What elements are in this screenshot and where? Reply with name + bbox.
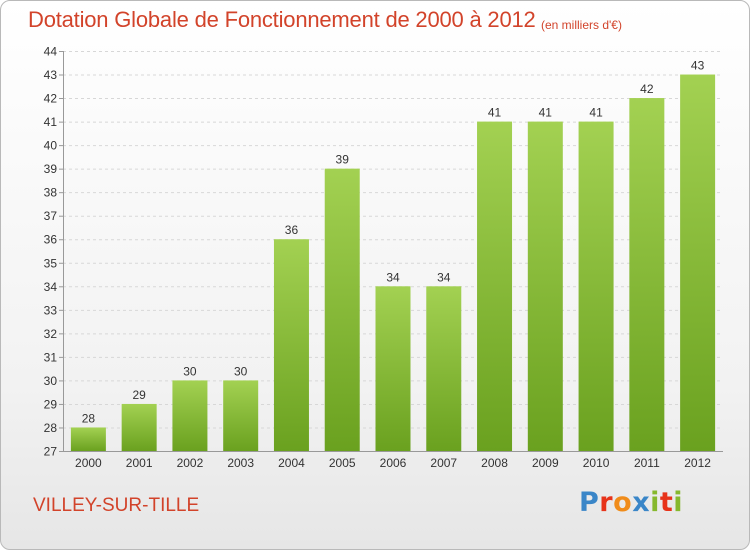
y-tick-label: 37 xyxy=(44,209,58,223)
bar-2003 xyxy=(223,380,259,451)
bar-2008 xyxy=(477,121,513,452)
y-tick-label: 27 xyxy=(44,445,58,459)
bar-value-label: 36 xyxy=(285,223,299,237)
chart-title: Dotation Globale de Fonctionnement de 20… xyxy=(28,7,536,32)
y-tick-label: 39 xyxy=(44,162,58,176)
x-tick-label: 2008 xyxy=(481,456,508,470)
y-tick-label: 41 xyxy=(44,115,58,129)
bar-2001 xyxy=(121,403,157,451)
bar-value-label: 29 xyxy=(132,388,146,402)
logo-letter: r xyxy=(599,487,614,518)
bar-value-label: 41 xyxy=(488,106,502,120)
y-tick-label: 38 xyxy=(44,186,58,200)
logo-letter: P xyxy=(579,487,600,518)
logo-letter: x xyxy=(632,487,651,518)
bar-2012 xyxy=(680,74,716,451)
bar-2006 xyxy=(375,286,411,451)
bar-value-label: 30 xyxy=(183,364,197,378)
logo-letter: o xyxy=(613,487,633,518)
bar-value-label: 34 xyxy=(386,270,400,284)
y-tick-label: 31 xyxy=(44,350,58,364)
x-tick-label: 2001 xyxy=(126,456,153,470)
bar-2010 xyxy=(578,121,614,452)
y-tick-label: 34 xyxy=(44,280,58,294)
y-tick-label: 28 xyxy=(44,421,58,435)
bar-2007 xyxy=(426,286,462,451)
bar-value-label: 39 xyxy=(336,153,350,167)
x-tick-label: 2005 xyxy=(329,456,356,470)
y-tick-label: 29 xyxy=(44,397,58,411)
x-tick-label: 2007 xyxy=(430,456,457,470)
bar-2005 xyxy=(324,168,360,451)
y-tick-label: 42 xyxy=(44,92,58,106)
proxiti-logo: Proxiti xyxy=(579,487,683,518)
y-tick-label: 36 xyxy=(44,233,58,247)
x-tick-label: 2006 xyxy=(380,456,407,470)
y-tick-label: 40 xyxy=(44,139,58,153)
bar-value-label: 41 xyxy=(589,106,603,120)
y-tick-label: 43 xyxy=(44,68,58,82)
bar-2004 xyxy=(273,239,309,451)
x-tick-label: 2003 xyxy=(227,456,254,470)
bar-value-label: 42 xyxy=(640,82,654,96)
commune-name: VILLEY-SUR-TILLE xyxy=(33,495,200,516)
bar-value-label: 43 xyxy=(691,59,705,73)
unit-label: (en milliers d'€) xyxy=(541,18,622,32)
x-tick-label: 2000 xyxy=(75,456,102,470)
bars: 28 29 30 30 36 39 34 34 41 41 41 42 43 xyxy=(70,59,716,452)
logo-letter: i xyxy=(650,487,660,518)
bar-2000 xyxy=(70,427,106,451)
bar-value-label: 30 xyxy=(234,364,248,378)
y-tick-label: 32 xyxy=(44,327,58,341)
x-tick-label: 2011 xyxy=(634,456,660,470)
x-tick-label: 2004 xyxy=(278,456,305,470)
bar-value-label: 28 xyxy=(82,411,96,425)
bar-value-label: 41 xyxy=(539,106,553,120)
x-axis-ticks: 2000 2001 2002 2003 2004 2005 2006 2007 2008 2009… xyxy=(75,456,711,470)
bar-2011 xyxy=(629,98,665,451)
logo-letter: i xyxy=(673,487,684,518)
x-tick-label: 2012 xyxy=(684,456,711,470)
y-tick-label: 35 xyxy=(44,256,58,270)
logo-letter: t xyxy=(659,487,674,518)
x-tick-label: 2009 xyxy=(532,456,559,470)
x-tick-label: 2010 xyxy=(583,456,610,470)
bar-2009 xyxy=(527,121,563,452)
y-tick-label: 44 xyxy=(44,45,58,59)
x-tick-label: 2002 xyxy=(177,456,204,470)
y-axis-ticks: 27 28 29 30 31 32 33 34 35 36 37 38 39 40 41 42 43 44 xyxy=(44,45,63,459)
bar-2002 xyxy=(172,380,208,451)
y-tick-label: 33 xyxy=(44,303,58,317)
y-tick-label: 30 xyxy=(44,374,58,388)
bar-value-label: 34 xyxy=(437,270,451,284)
